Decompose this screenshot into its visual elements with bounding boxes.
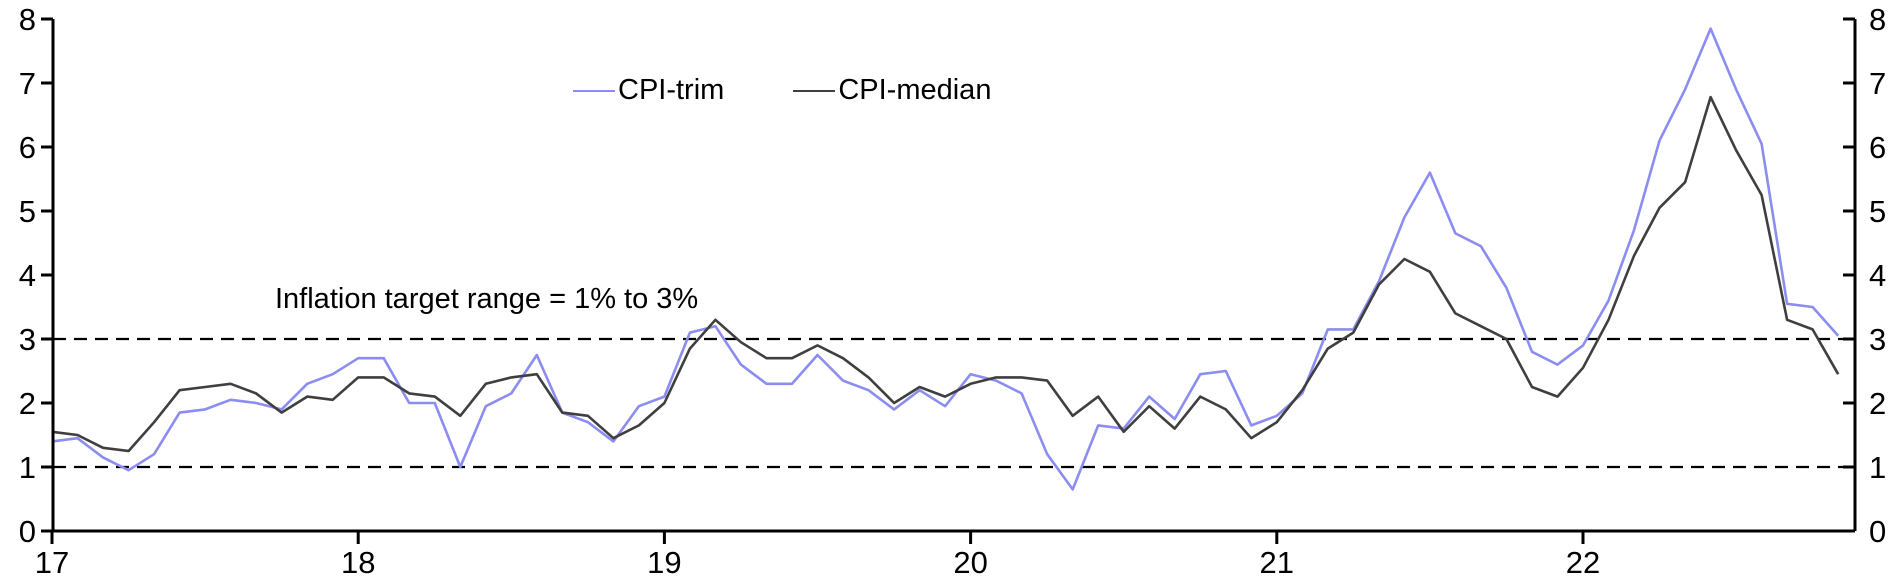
inflation-target-annotation: Inflation target range = 1% to 3% (275, 283, 699, 315)
cpi-median-line-swatch (793, 89, 836, 92)
y-tick-label-right: 2 (1869, 386, 1886, 421)
y-tick-label-left: 0 (19, 514, 36, 549)
y-tick-label-right: 4 (1869, 258, 1886, 293)
y-tick-label-left: 2 (19, 386, 36, 421)
y-tick-label-right: 3 (1869, 322, 1886, 357)
x-tick-label: 18 (341, 545, 375, 580)
legend-item-cpi-trim: CPI-trim (573, 74, 724, 107)
y-tick-label-right: 8 (1869, 2, 1886, 37)
y-tick-label-left: 5 (19, 194, 36, 229)
y-tick-label-right: 5 (1869, 194, 1886, 229)
y-tick-label-left: 6 (19, 130, 36, 165)
y-tick-label-right: 6 (1869, 130, 1886, 165)
y-tick-label-left: 1 (19, 450, 36, 485)
x-tick-label: 19 (647, 545, 681, 580)
legend-item-cpi-median: CPI-median (793, 74, 991, 107)
y-tick-label-left: 7 (19, 66, 36, 101)
x-tick-label: 21 (1260, 545, 1294, 580)
y-tick-label-left: 8 (19, 2, 36, 37)
y-tick-label-left: 4 (19, 258, 36, 293)
cpi-trim-legend-label: CPI-trim (618, 74, 725, 106)
y-tick-label-right: 0 (1869, 514, 1886, 549)
y-tick-label-right: 1 (1869, 450, 1886, 485)
x-tick-label: 20 (953, 545, 987, 580)
cpi-trim-line-swatch (573, 89, 615, 92)
cpi-trim-line (51, 27, 1840, 491)
x-tick-label: 22 (1566, 545, 1600, 580)
x-tick-label: 17 (35, 545, 69, 580)
y-tick-label-right: 7 (1869, 66, 1886, 101)
cpi-median-line (51, 95, 1840, 453)
cpi-median-legend-label: CPI-median (838, 74, 992, 106)
y-tick-label-left: 3 (19, 322, 36, 357)
chart-legend: CPI-trim CPI-median (573, 74, 991, 107)
